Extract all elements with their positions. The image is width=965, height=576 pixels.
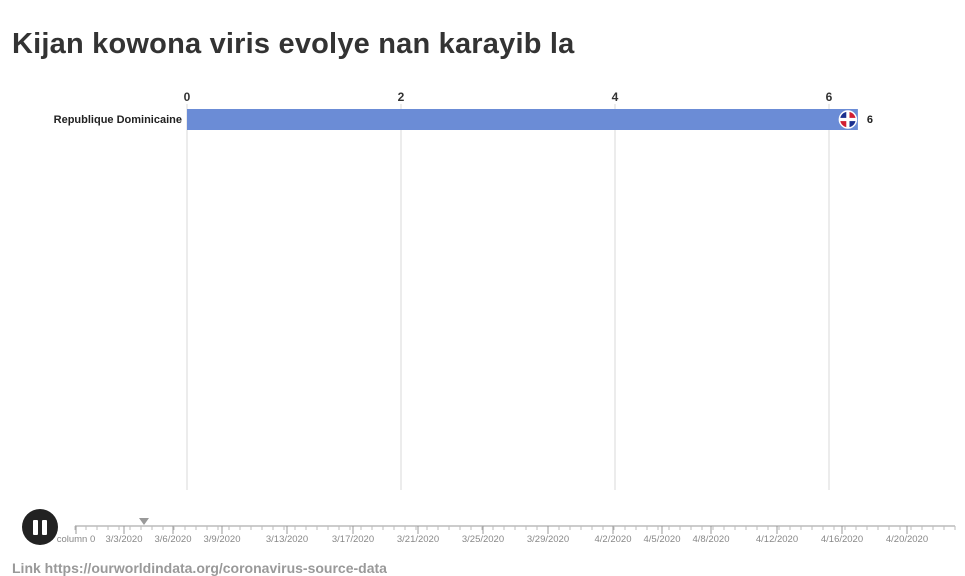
pause-button[interactable]: [22, 509, 58, 545]
timeline-marker-icon[interactable]: [139, 518, 149, 525]
timeline-label: 4/2/2020: [595, 534, 632, 545]
timeline-label: 4/5/2020: [644, 534, 681, 545]
timeline-label: 4/8/2020: [693, 534, 730, 545]
timeline-label: 3/9/2020: [204, 534, 241, 545]
flag-quadrant: [839, 119, 848, 128]
flag-cross: [846, 111, 850, 128]
category-label: Republique Dominicaine: [54, 114, 182, 126]
x-tick-label: 6: [826, 90, 833, 104]
timeline-label: 4/16/2020: [821, 534, 863, 545]
timeline[interactable]: column 0 3/3/2020 3/6/2020 3/9/2020 3/13/202…: [57, 518, 956, 545]
value-label: 6: [867, 114, 873, 126]
source-link[interactable]: Link https://ourworldindata.org/coronavi…: [12, 560, 387, 576]
dominican-republic-flag: [838, 110, 858, 129]
timeline-label: column 0: [57, 534, 96, 545]
timeline-label: 3/13/2020: [266, 534, 308, 545]
timeline-label: 3/3/2020: [106, 534, 143, 545]
timeline-label: 3/17/2020: [332, 534, 374, 545]
timeline-label: 3/25/2020: [462, 534, 504, 545]
flag-border: [838, 110, 858, 129]
chart-title: Kijan kowona viris evolye nan karayib la: [12, 28, 575, 60]
timeline-label: 4/20/2020: [886, 534, 928, 545]
timeline-label: 3/29/2020: [527, 534, 569, 545]
flag-quadrant: [847, 119, 857, 128]
grid-layer: 0 2 4 6: [184, 90, 833, 490]
x-tick-label: 4: [612, 90, 619, 104]
flag-quadrant: [839, 111, 848, 120]
timeline-label: 3/6/2020: [155, 534, 192, 545]
pause-icon: [33, 519, 47, 535]
flag-fill: [839, 111, 857, 128]
x-tick-label: 2: [398, 90, 405, 104]
timeline-label: 3/21/2020: [397, 534, 439, 545]
bar-layer: Republique Dominicaine 6: [54, 109, 873, 130]
flag-quadrant: [847, 111, 857, 120]
x-tick-label: 0: [184, 90, 191, 104]
timeline-label: 4/12/2020: [756, 534, 798, 545]
bar: [187, 109, 858, 130]
